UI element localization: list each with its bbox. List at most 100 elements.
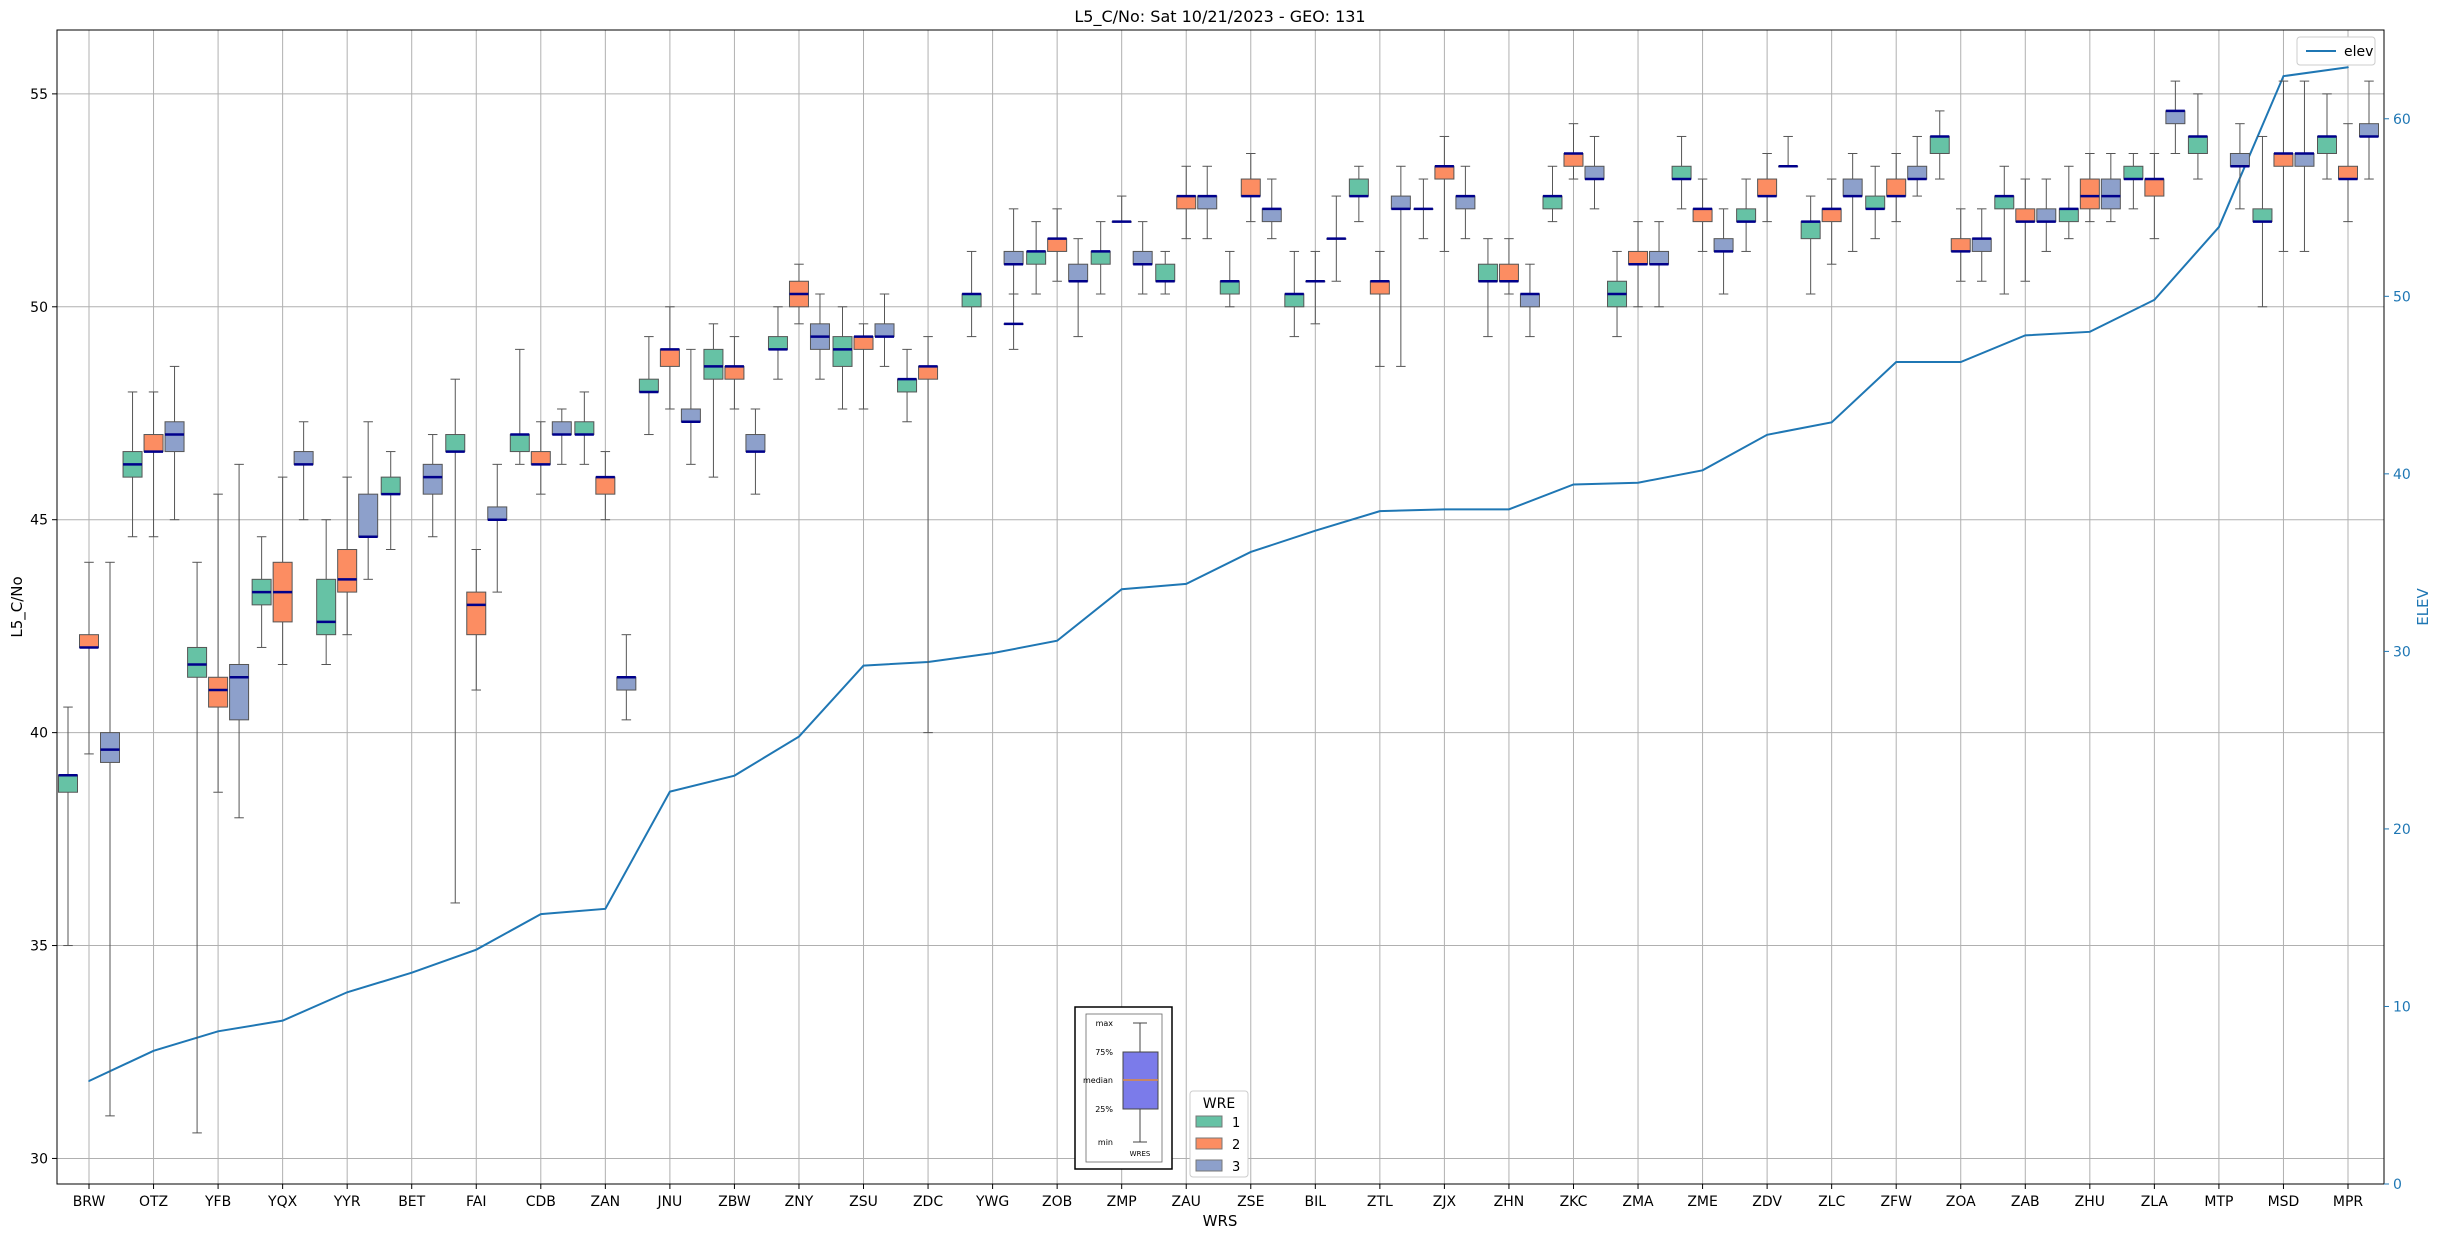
box-zse-wre2 — [1240, 152, 1261, 223]
elev-line-layer — [88, 66, 2349, 1082]
box-zdv-wre1 — [1736, 178, 1757, 252]
box-body — [1907, 165, 1928, 180]
box-body — [616, 676, 637, 691]
elev-point — [2153, 299, 2156, 301]
box-body — [2165, 110, 2186, 125]
box-body — [1649, 250, 1670, 265]
box-body — [1950, 238, 1971, 252]
box-jnu-wre3 — [680, 348, 701, 465]
box-ztl-wre2 — [1369, 250, 1390, 367]
box-body — [1390, 195, 1411, 210]
box-body — [1821, 208, 1842, 223]
box-zkc-wre1 — [1542, 165, 1563, 223]
y-axis-right: 0 10 20 30 40 50 60 — [2384, 112, 2411, 1193]
box-zoa-wre3 — [1971, 208, 1992, 282]
box-yqx-wre3 — [293, 421, 314, 521]
box-body — [1455, 195, 1476, 210]
box-zkc-wre2 — [1563, 123, 1584, 180]
box-zau-wre3 — [1197, 165, 1218, 240]
box-body — [1865, 195, 1886, 210]
box-body — [143, 434, 164, 453]
box-ywg-wre3 — [1003, 293, 1024, 350]
inset-label-median: median — [1083, 1076, 1113, 1085]
wre-legend-label-3: 3 — [1232, 1160, 1240, 1175]
box-body — [1713, 238, 1734, 252]
box-cdb-wre3 — [551, 408, 572, 465]
box-body — [2144, 178, 2165, 197]
elev-point — [1120, 588, 1123, 591]
box-zfw-wre2 — [1886, 152, 1907, 223]
x-tick-label: ZAB — [2011, 1194, 2040, 1210]
x-tick-label: CDB — [526, 1194, 556, 1210]
elev-point — [2347, 66, 2349, 69]
elev-point — [2218, 226, 2220, 228]
x-axis-label: WRS — [1203, 1212, 1238, 1230]
y-tick-label: 40 — [30, 726, 48, 742]
box-body — [358, 493, 379, 538]
elev-point — [217, 1030, 219, 1033]
box-body — [1197, 195, 1218, 210]
inset-label-max: max — [1096, 1019, 1114, 1028]
box-zab-wre2 — [2015, 178, 2036, 282]
box-zmp-wre3 — [1132, 221, 1153, 295]
box-yfb-wre3 — [229, 463, 250, 819]
box-body — [680, 408, 701, 423]
elev-point — [346, 991, 348, 994]
inset-xlabel: WRES — [1130, 1150, 1151, 1158]
box-otz-wre3 — [164, 365, 185, 521]
elev-point — [1895, 361, 1897, 363]
x-tick-label: ZMP — [1107, 1194, 1137, 1210]
box-zhn-wre1 — [1477, 238, 1498, 338]
box-yyr-wre2 — [337, 476, 358, 636]
x-tick-label: FAI — [466, 1194, 486, 1210]
box-body — [1692, 208, 1713, 223]
box-zse-wre3 — [1261, 178, 1282, 240]
box-zbw-wre1 — [703, 323, 724, 478]
x-tick-label: ZMA — [1622, 1194, 1654, 1210]
box-zdc-wre1 — [897, 348, 918, 423]
elev-point — [1056, 639, 1058, 642]
box-zlc-wre3 — [1842, 152, 1863, 252]
elev-point — [281, 1019, 284, 1022]
box-fai-wre3 — [487, 463, 508, 593]
box-body — [767, 336, 788, 350]
box-body — [487, 506, 508, 521]
x-tick-label: MTP — [2204, 1194, 2233, 1210]
elev-point — [1379, 510, 1381, 512]
inset-label-q3: 75% — [1095, 1048, 1113, 1057]
wre-legend-swatch-1 — [1195, 1115, 1223, 1128]
x-tick-label: ZFW — [1880, 1194, 1912, 1210]
box-body — [1994, 195, 2015, 210]
box-zdv-wre2 — [1757, 152, 1778, 223]
box-yqx-wre1 — [251, 536, 272, 648]
box-yyr-wre3 — [358, 421, 379, 580]
box-zdc-wre2 — [918, 336, 939, 734]
box-zhn-wre3 — [1519, 263, 1540, 338]
y2-tick-label: 60 — [2393, 112, 2411, 128]
box-body — [1068, 263, 1089, 282]
box-zmp-wre1 — [1090, 221, 1111, 295]
box-zma-wre3 — [1649, 221, 1670, 308]
box-brw-wre1 — [58, 706, 78, 947]
elev-point — [1249, 551, 1252, 553]
box-zma-wre2 — [1628, 221, 1649, 308]
box-body — [1498, 263, 1519, 282]
box-bil-wre3 — [1326, 195, 1347, 282]
box-otz-wre2 — [143, 391, 164, 538]
box-bet-wre1 — [380, 451, 401, 551]
wre-legend-title: WRE — [1203, 1096, 1235, 1112]
x-tick-label: ZAU — [1172, 1194, 1201, 1210]
box-mpr-wre3 — [2359, 80, 2379, 180]
grid-lines — [57, 30, 2384, 1184]
box-body — [2187, 135, 2208, 154]
box-body — [530, 451, 551, 465]
box-mpr-wre2 — [2338, 123, 2358, 223]
box-body — [659, 348, 680, 367]
box-zfw-wre1 — [1865, 165, 1886, 240]
y2-tick-label: 40 — [2393, 467, 2411, 483]
box-body — [1132, 250, 1153, 265]
box-body — [2359, 123, 2379, 137]
box-body — [832, 336, 853, 367]
elev-point — [862, 664, 865, 667]
box-body — [1026, 250, 1047, 265]
